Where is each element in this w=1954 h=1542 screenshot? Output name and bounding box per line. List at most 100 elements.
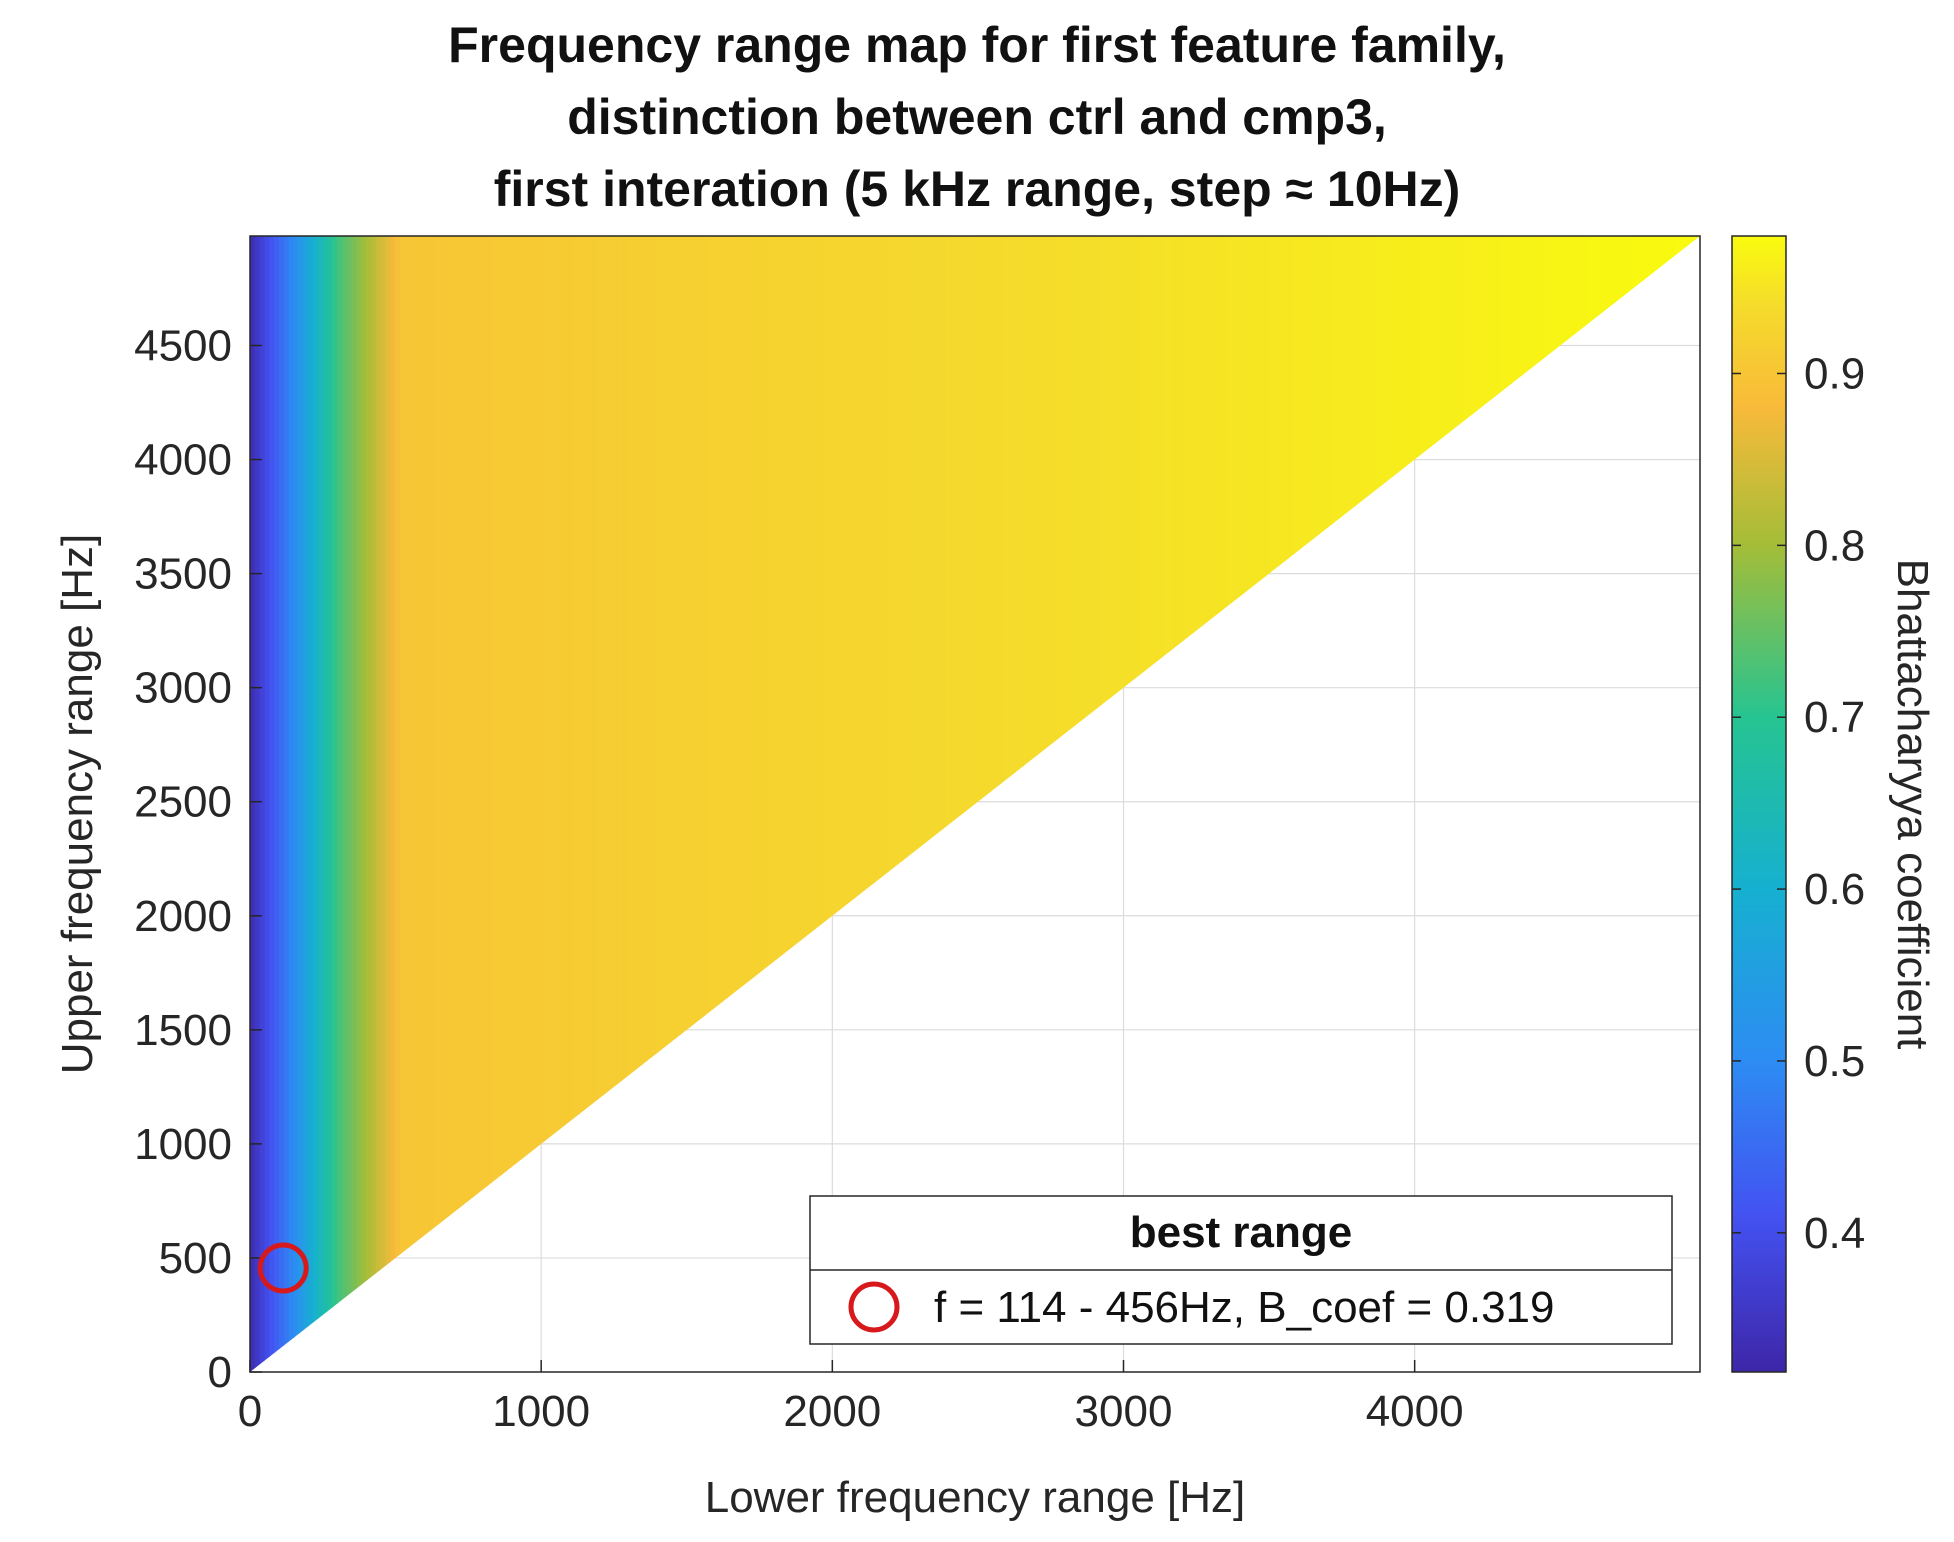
heatmap-cell (796, 236, 802, 1372)
x-tick-label: 3000 (1075, 1387, 1173, 1436)
heatmap-cell (559, 236, 566, 1372)
colorbar-tick-label: 0.9 (1804, 349, 1865, 398)
heatmap-cell (332, 236, 338, 1372)
heatmap-cell (762, 236, 769, 1372)
heatmap-cell (805, 236, 812, 1372)
heatmap-cell (472, 236, 479, 1372)
heatmap-cell (443, 236, 450, 1372)
y-tick-label: 1500 (134, 1006, 232, 1055)
heatmap-cell (312, 236, 319, 1372)
chart-title-line-2: distinction between ctrl and cmp3, (567, 89, 1387, 145)
heatmap-cell (883, 236, 889, 1372)
heatmap-cell (665, 236, 672, 1372)
axes-border (249, 235, 1701, 1373)
heatmap-cell (641, 236, 648, 1372)
heatmap-cell (578, 236, 585, 1372)
y-tick-label: 3500 (134, 550, 232, 599)
heatmap-cell (926, 236, 933, 1372)
heatmap-cell (791, 236, 798, 1372)
heatmap-cell (573, 236, 580, 1372)
heatmap-cell (627, 236, 633, 1372)
heatmap-cell (327, 236, 334, 1372)
heatmap-cell (685, 236, 691, 1372)
heatmap-cell (810, 236, 817, 1372)
heatmap-cell (366, 236, 372, 1372)
chart-title-line-3: first interation (5 kHz range, step ≈ 10… (493, 161, 1461, 217)
heatmap-cell (385, 236, 392, 1372)
heatmap-cell (752, 236, 759, 1372)
heatmap-cell (511, 236, 517, 1372)
x-axis-label: Lower frequency range [Hz] (705, 1473, 1246, 1522)
heatmap-cell (491, 236, 498, 1372)
heatmap-cell (399, 236, 406, 1372)
heatmap-cell (322, 236, 329, 1372)
heatmap-cell (530, 236, 537, 1372)
heatmap-cell (467, 236, 474, 1372)
y-tick-label: 500 (159, 1234, 232, 1283)
heatmap-cell (380, 236, 387, 1372)
heatmap-cell (308, 236, 314, 1372)
heatmap-cell (351, 236, 358, 1372)
heatmap-cell (419, 236, 425, 1372)
heatmap-cell (583, 236, 590, 1372)
heatmap-cell (496, 236, 503, 1372)
heatmap-cell (540, 236, 546, 1372)
heatmap-cell (404, 236, 411, 1372)
heatmap-cell (941, 236, 947, 1372)
heatmap-cell (593, 236, 599, 1372)
x-tick-label: 4000 (1366, 1387, 1464, 1436)
heatmap-cell (849, 236, 856, 1372)
y-tick-label: 0 (208, 1348, 232, 1397)
x-tick-label: 2000 (783, 1387, 881, 1436)
heatmap-cell (723, 236, 730, 1372)
heatmap-cell (636, 236, 643, 1372)
heatmap-cell (303, 236, 309, 1372)
heatmap-cell (917, 236, 923, 1372)
heatmap-cell (902, 236, 909, 1372)
heatmap-cell (825, 236, 831, 1372)
heatmap-cell (317, 236, 324, 1372)
heatmap-cell (694, 236, 701, 1372)
best-range-marker (257, 1242, 309, 1294)
heatmap-cell (689, 236, 696, 1372)
colorbar-tick-label: 0.8 (1804, 521, 1865, 570)
heatmap-cell (912, 236, 918, 1372)
heatmap-cell (602, 236, 609, 1372)
heatmap-cell (525, 236, 532, 1372)
heatmap-cell (269, 236, 276, 1372)
colorbar-label: Bhattacharyya coefficient (1888, 559, 1937, 1050)
heatmap-cell (854, 236, 860, 1372)
heatmap-cell (337, 236, 343, 1372)
heatmap-cell (675, 236, 682, 1372)
heatmap-cell (375, 236, 382, 1372)
heatmap-cell (868, 236, 875, 1372)
heatmap-cell (897, 236, 904, 1372)
heatmap-cell (921, 236, 928, 1372)
heatmap-cell (501, 236, 508, 1372)
heatmap-cell (892, 236, 899, 1372)
heatmap-cell (515, 236, 522, 1372)
heatmap-cell (612, 236, 619, 1372)
heatmap-cell (820, 236, 827, 1372)
y-tick-label: 2500 (134, 778, 232, 827)
heatmap-cell (564, 236, 570, 1372)
heatmap-cell (259, 236, 266, 1372)
heatmap-cell (370, 236, 377, 1372)
heatmap-cell (569, 236, 575, 1372)
heatmap-cell (279, 236, 285, 1372)
heatmap-cell (486, 236, 493, 1372)
heatmap-cell (617, 236, 624, 1372)
heatmap-cell (341, 236, 348, 1372)
colorbar: 0.4 0.5 0.6 0.7 0.8 0.9 Bhattacharyya coeffici… (1731, 235, 1937, 1373)
heatmap-cell (738, 236, 744, 1372)
heatmap-cell (293, 236, 300, 1372)
heatmap-cell (888, 236, 894, 1372)
x-tick-label: 1000 (492, 1387, 590, 1436)
heatmap-cell (361, 236, 367, 1372)
heatmap-cell (554, 236, 561, 1372)
x-tick-label: 0 (238, 1387, 262, 1436)
heatmap-cell (448, 236, 454, 1372)
heatmap-cell (433, 236, 440, 1372)
heatmap-cell (878, 236, 885, 1372)
heatmap-cell (646, 236, 653, 1372)
